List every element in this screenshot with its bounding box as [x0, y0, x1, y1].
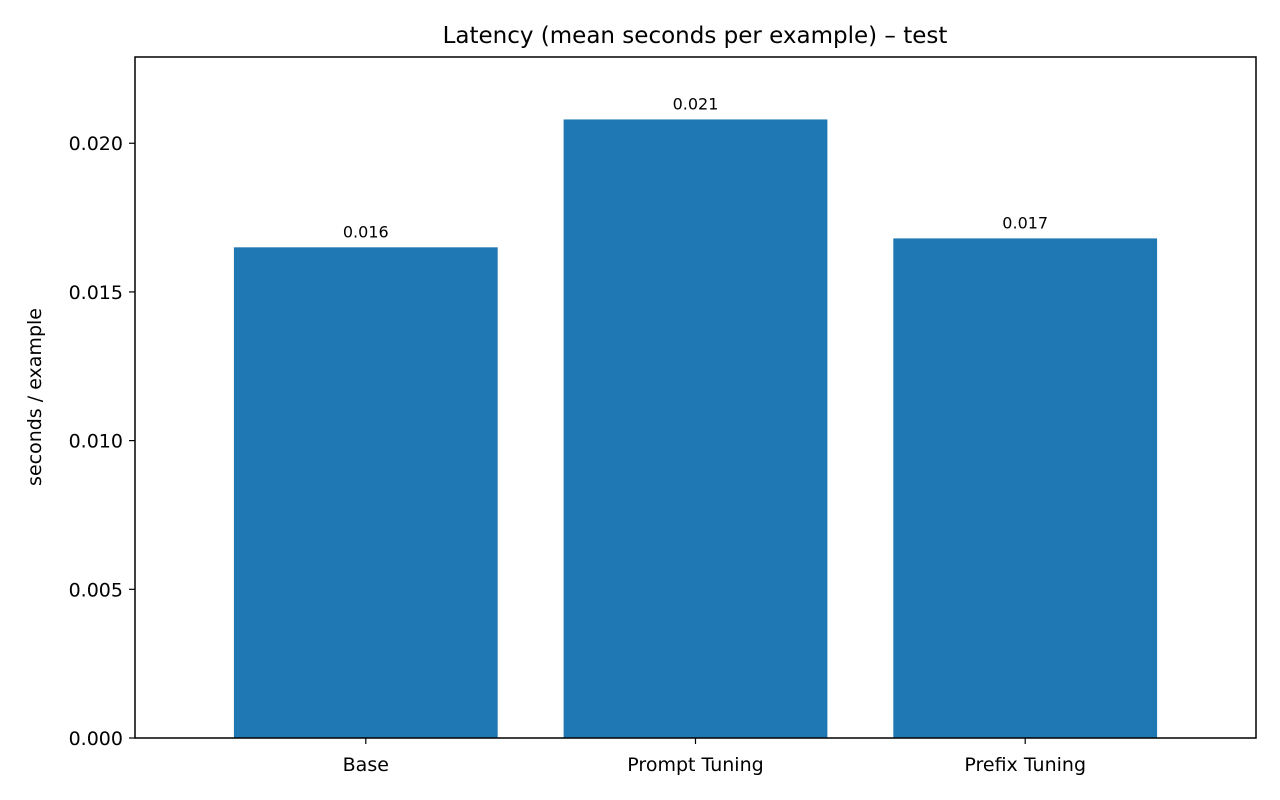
y-axis-ticks: 0.000 0.005 0.010 0.015 0.020: [69, 133, 135, 750]
data-label-base: 0.016: [343, 222, 389, 241]
x-tick-label-base: Base: [343, 754, 389, 776]
y-tick-label: 0.015: [69, 282, 123, 304]
x-axis-ticks: Base Prompt Tuning Prefix Tuning: [343, 738, 1086, 776]
chart-title: Latency (mean seconds per example) – tes…: [443, 23, 948, 49]
bars-group: 0.016 0.021 0.017: [233, 94, 1158, 739]
data-label-prompt-tuning: 0.021: [673, 94, 719, 113]
x-tick-label-prompt-tuning: Prompt Tuning: [627, 754, 763, 776]
data-label-prefix-tuning: 0.017: [1002, 213, 1048, 232]
bar-prompt-tuning: [563, 119, 828, 739]
y-tick-label: 0.005: [69, 579, 123, 601]
y-tick-label: 0.000: [69, 728, 123, 750]
y-axis-label: seconds / example: [24, 308, 46, 486]
y-tick-label: 0.020: [69, 133, 123, 155]
x-tick-label-prefix-tuning: Prefix Tuning: [964, 754, 1086, 776]
bar-base: [233, 247, 498, 738]
plot-frame: [134, 56, 1257, 739]
bar-prefix-tuning: [893, 238, 1158, 739]
y-tick-label: 0.010: [69, 431, 123, 453]
